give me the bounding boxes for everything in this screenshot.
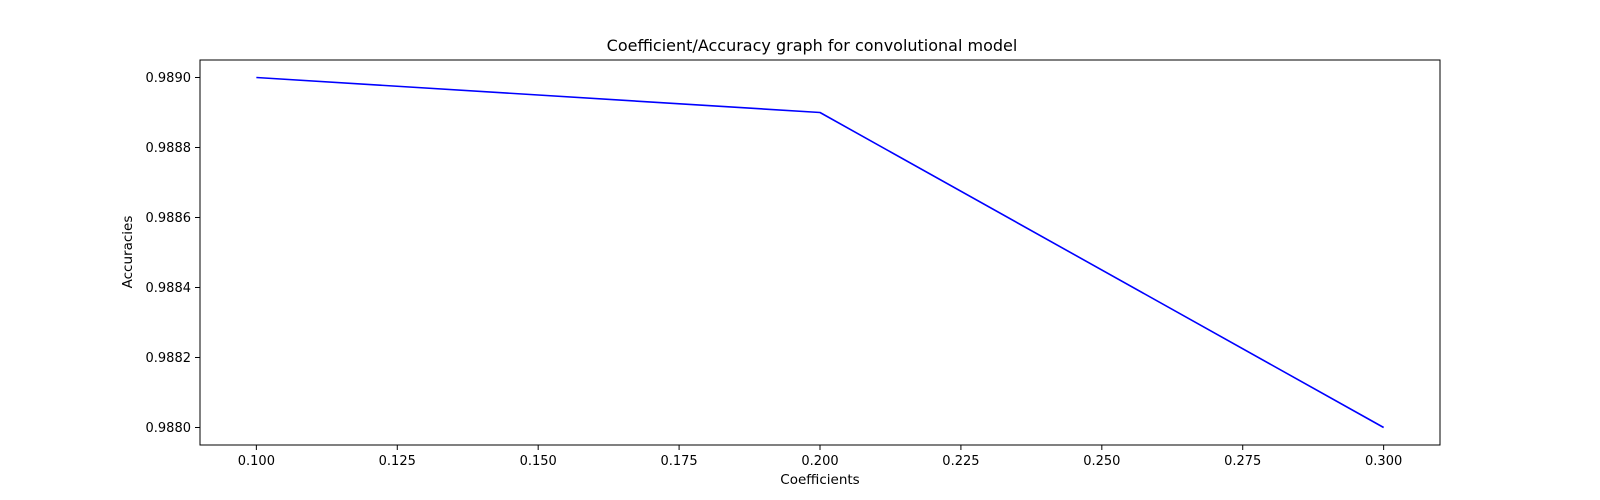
x-axis-label: Coefficients: [780, 472, 859, 488]
y-axis-label: Accuracies: [120, 216, 136, 289]
x-tick-label: 0.100: [238, 454, 275, 469]
series-line: [256, 76, 1385, 429]
x-tick-label: 0.200: [801, 454, 838, 469]
y-axis-ticks: 0.9880 0.9882 0.9884 0.9886 0.9888 0.9890: [146, 71, 200, 436]
x-tick-label: 0.175: [660, 454, 697, 469]
x-axis-ticks: 0.100 0.125 0.150 0.175 0.200 0.225 0.250 0.275…: [238, 445, 1402, 469]
series-layer: [256, 76, 1385, 429]
y-tick-label: 0.9884: [146, 281, 192, 296]
x-tick-label: 0.150: [520, 454, 557, 469]
y-tick-label: 0.9890: [146, 71, 192, 86]
x-tick-label: 0.225: [942, 454, 979, 469]
y-tick-label: 0.9880: [146, 421, 192, 436]
x-tick-label: 0.300: [1365, 454, 1402, 469]
x-tick-label: 0.275: [1224, 454, 1261, 469]
y-tick-label: 0.9888: [146, 141, 192, 156]
y-tick-label: 0.9886: [146, 211, 192, 226]
x-tick-label: 0.125: [379, 454, 416, 469]
y-tick-label: 0.9882: [146, 351, 192, 366]
chart-title: Coefficient/Accuracy graph for convoluti…: [607, 36, 1018, 55]
x-tick-label: 0.250: [1083, 454, 1120, 469]
plot-area-frame: [199, 59, 1441, 446]
